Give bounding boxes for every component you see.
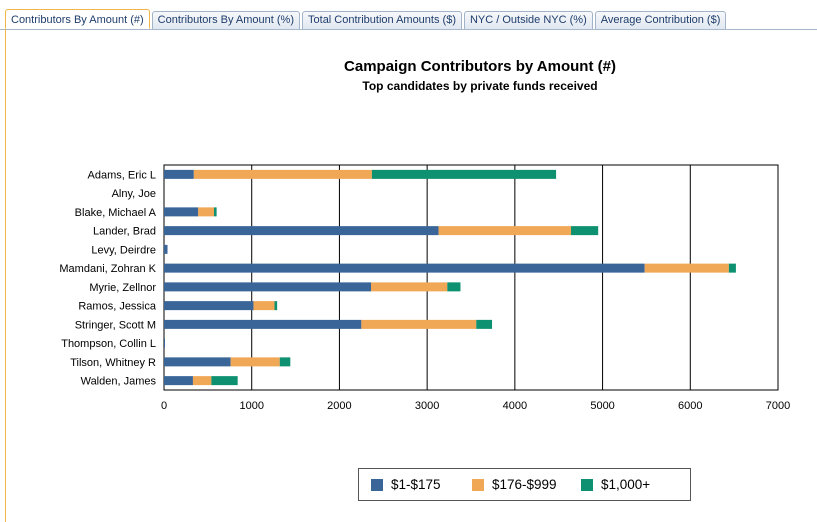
y-category-label: Alny, Joe — [112, 188, 156, 200]
y-category-label: Levy, Deirdre — [91, 244, 156, 256]
legend-item: $1-$175 — [371, 477, 441, 492]
bar-segment — [164, 301, 254, 311]
y-category-label: Ramos, Jessica — [78, 301, 157, 313]
y-category-label: Thompson, Collin L — [61, 338, 156, 350]
bar-segment — [644, 263, 729, 273]
y-category-label: Walden, James — [81, 376, 157, 388]
tab-list: Contributors By Amount (#) Contributors B… — [5, 9, 727, 29]
bar-segment — [164, 319, 362, 329]
tab-contributors-by-amount[interactable]: Contributors By Amount (%) — [151, 11, 301, 29]
bar-segment — [230, 357, 280, 367]
bar-segment — [371, 282, 448, 292]
bar-segment — [728, 263, 736, 273]
bar-segment — [164, 338, 165, 348]
bar-segment — [164, 263, 645, 273]
plot-area — [163, 164, 779, 391]
bar-segment — [253, 301, 275, 311]
y-category-label: Myrie, Zellnor — [89, 282, 156, 294]
bar-segment — [570, 226, 599, 236]
bar-segment — [213, 207, 217, 217]
bar-segment — [164, 169, 194, 179]
y-category-label: Mamdani, Zohran K — [59, 263, 156, 275]
bar-segment — [164, 244, 168, 254]
chart-legend: $1-$175 $176-$999 $1,000+ — [358, 468, 691, 501]
chart-subtitle: Top candidates by private funds received — [362, 79, 598, 93]
bar-segment — [164, 376, 193, 386]
bar-segment — [447, 282, 461, 292]
tab-average-contribution[interactable]: Average Contribution ($) — [594, 11, 727, 29]
y-category-label: Stringer, Scott M — [75, 319, 156, 331]
legend-item: $1,000+ — [581, 477, 650, 492]
x-tick-label: 6000 — [678, 400, 702, 412]
x-tick-label: 3000 — [415, 400, 439, 412]
x-tick-label: 4000 — [503, 400, 527, 412]
x-tick-label: 5000 — [590, 400, 614, 412]
y-category-label: Adams, Eric L — [88, 169, 156, 181]
tab-nyc-outside-nyc[interactable]: NYC / Outside NYC (%) — [463, 11, 593, 29]
legend-swatch — [581, 478, 593, 491]
bar-segment — [164, 357, 231, 367]
bar-segment — [438, 226, 571, 236]
bar-segment — [164, 226, 439, 236]
legend-swatch — [371, 478, 383, 491]
chart-title: Campaign Contributors by Amount (#) — [344, 58, 616, 75]
tab-contributors-by-amount[interactable]: Contributors By Amount (#) — [5, 9, 150, 29]
bar-segment — [211, 376, 238, 386]
bar-segment — [476, 319, 493, 329]
legend-swatch — [472, 478, 484, 491]
legend-label: $1,000+ — [601, 477, 651, 492]
bar-segment — [361, 319, 477, 329]
bar-segment — [164, 282, 372, 292]
bar-segment — [192, 376, 212, 386]
tab-panel — [5, 29, 817, 522]
bar-segment — [164, 207, 199, 217]
y-category-label: Lander, Brad — [93, 226, 156, 238]
x-tick-label: 1000 — [239, 400, 263, 412]
bar-segment — [279, 357, 291, 367]
tab-total-contribution-amounts[interactable]: Total Contribution Amounts ($) — [302, 11, 462, 29]
legend-label: $176-$999 — [492, 477, 557, 492]
x-tick-label: 7000 — [766, 400, 790, 412]
y-category-label: Tilson, Whitney R — [70, 357, 156, 369]
legend-item: $176-$999 — [472, 477, 557, 492]
bar-segment — [193, 169, 372, 179]
bar-segment — [274, 301, 278, 311]
x-tick-label: 0 — [161, 400, 167, 412]
y-category-label: Blake, Michael A — [75, 207, 157, 219]
bar-segment — [371, 169, 557, 179]
bar-segment — [198, 207, 214, 217]
tab-bar: Contributors By Amount (#) Contributors B… — [0, 0, 817, 30]
x-tick-label: 2000 — [327, 400, 351, 412]
legend-label: $1-$175 — [391, 477, 441, 492]
